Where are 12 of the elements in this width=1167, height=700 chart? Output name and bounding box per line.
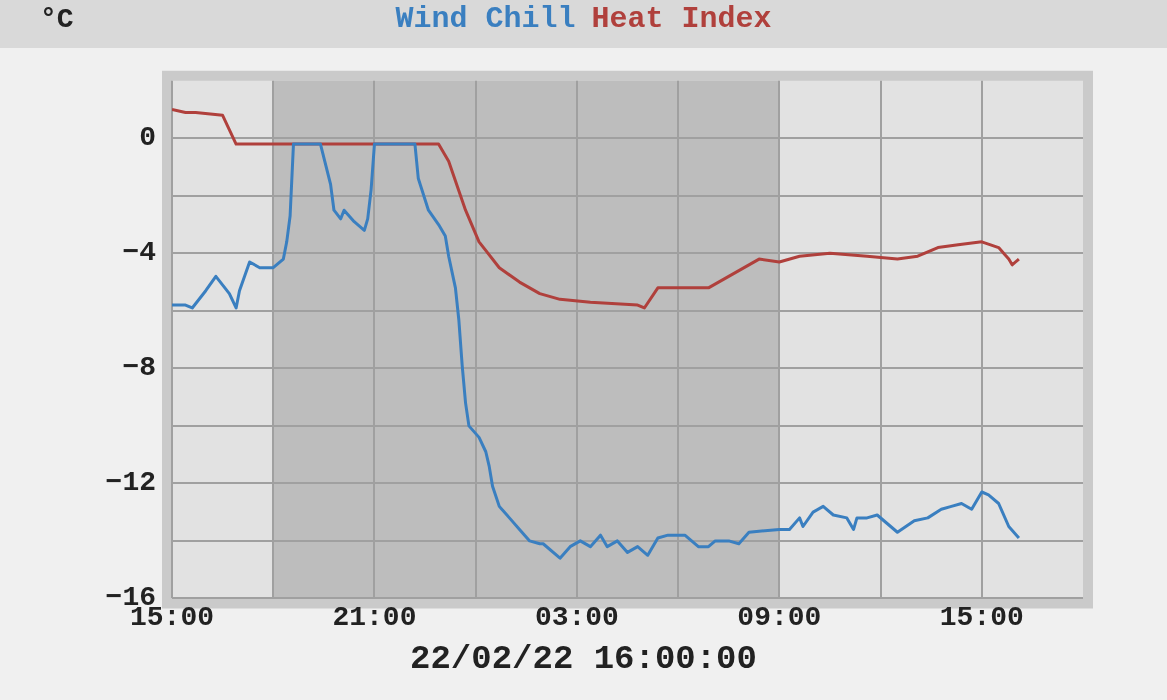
text: 22/02/22 16:00:00 — [409, 640, 758, 678]
y-tick-label: −4 — [122, 237, 156, 269]
y-tick-label: 0 — [139, 122, 156, 154]
text: Heat Index — [591, 2, 772, 36]
x-tick-label: 09:00 — [737, 602, 822, 634]
y-tick-label: −8 — [122, 352, 156, 384]
x-tick-label: 03:00 — [534, 602, 619, 634]
x-tick-label: 15:00 — [939, 602, 1024, 634]
y-axis-title: °C — [40, 4, 74, 35]
text: Wind Chill — [395, 2, 576, 36]
y-tick-label: −12 — [105, 467, 156, 499]
x-tick-label: 21:00 — [332, 602, 417, 634]
